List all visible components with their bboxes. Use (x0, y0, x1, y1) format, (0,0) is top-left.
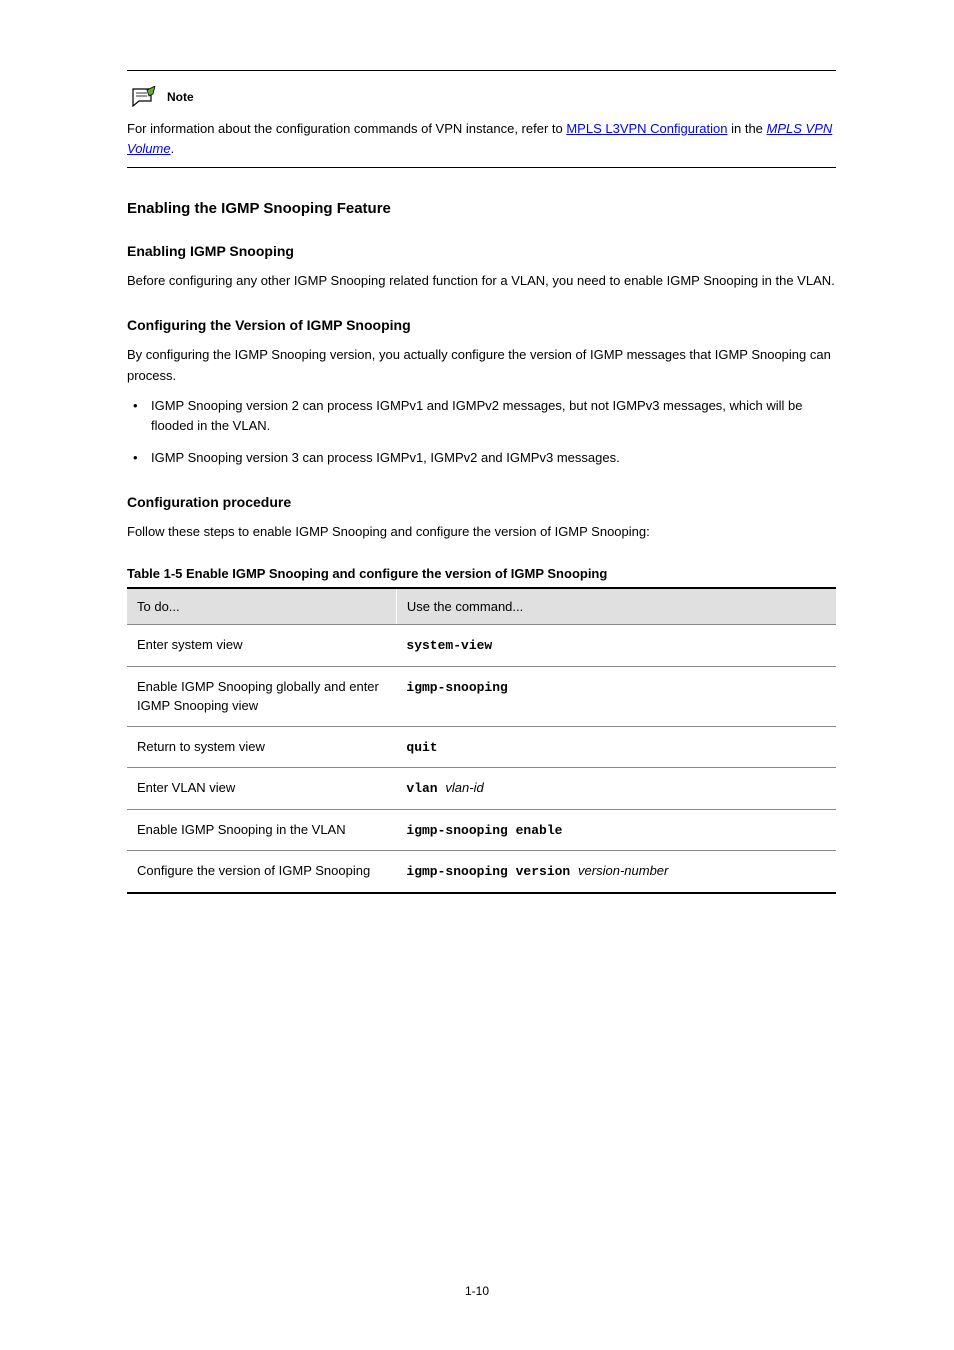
table-cell-todo: Configure the version of IGMP Snooping (127, 851, 396, 893)
list-item: IGMP Snooping version 3 can process IGMP… (127, 448, 836, 468)
note-rule-top (127, 70, 836, 71)
table-row: Enable IGMP Snooping in the VLANigmp-sno… (127, 809, 836, 851)
table-cell-command: igmp-snooping enable (396, 809, 836, 851)
note-text: For information about the configuration … (127, 119, 836, 159)
table-cell-command: quit (396, 726, 836, 768)
note-text-part: . (171, 141, 175, 156)
link-mpls-l3vpn[interactable]: MPLS L3VPN Configuration (566, 121, 727, 136)
table-row: Return to system viewquit (127, 726, 836, 768)
table-cell-todo: Enable IGMP Snooping globally and enter … (127, 666, 396, 726)
table-row: Enter system viewsystem-view (127, 625, 836, 667)
table-cell-command: vlan vlan-id (396, 768, 836, 810)
subheading-procedure: Configuration procedure (127, 494, 836, 510)
note-header: Note (129, 85, 836, 109)
table-cell-todo: Enable IGMP Snooping in the VLAN (127, 809, 396, 851)
note-rule-bottom (127, 167, 836, 168)
page-number: 1-10 (0, 1284, 954, 1298)
list-item: IGMP Snooping version 2 can process IGMP… (127, 396, 836, 436)
table-row: Configure the version of IGMP Snoopingig… (127, 851, 836, 893)
subheading-enable: Enabling IGMP Snooping (127, 243, 836, 259)
table-cell-todo: Enter system view (127, 625, 396, 667)
table-cell-command: igmp-snooping version version-number (396, 851, 836, 893)
note-text-part: For information about the configuration … (127, 121, 566, 136)
version-paragraph: By configuring the IGMP Snooping version… (127, 345, 836, 385)
table-caption: Table 1-5 Enable IGMP Snooping and confi… (127, 566, 836, 581)
table-cell-todo: Return to system view (127, 726, 396, 768)
subheading-version: Configuring the Version of IGMP Snooping (127, 317, 836, 333)
table-header-row: To do... Use the command... (127, 588, 836, 625)
table-row: Enable IGMP Snooping globally and enter … (127, 666, 836, 726)
note-label: Note (167, 90, 194, 104)
procedure-paragraph: Follow these steps to enable IGMP Snoopi… (127, 522, 836, 542)
table-header-todo: To do... (127, 588, 396, 625)
command-table: To do... Use the command... Enter system… (127, 587, 836, 894)
table-cell-command: igmp-snooping (396, 666, 836, 726)
table-caption-text: Table 1-5 Enable IGMP Snooping and confi… (127, 566, 607, 581)
note-text-part: in the (728, 121, 767, 136)
table-cell-command: system-view (396, 625, 836, 667)
version-bullets: IGMP Snooping version 2 can process IGMP… (127, 396, 836, 468)
table-header-command: Use the command... (396, 588, 836, 625)
table-cell-todo: Enter VLAN view (127, 768, 396, 810)
enable-paragraph: Before configuring any other IGMP Snoopi… (127, 271, 836, 291)
note-icon (129, 85, 159, 109)
table-row: Enter VLAN viewvlan vlan-id (127, 768, 836, 810)
section-heading-enable-igmp: Enabling the IGMP Snooping Feature (127, 200, 836, 217)
